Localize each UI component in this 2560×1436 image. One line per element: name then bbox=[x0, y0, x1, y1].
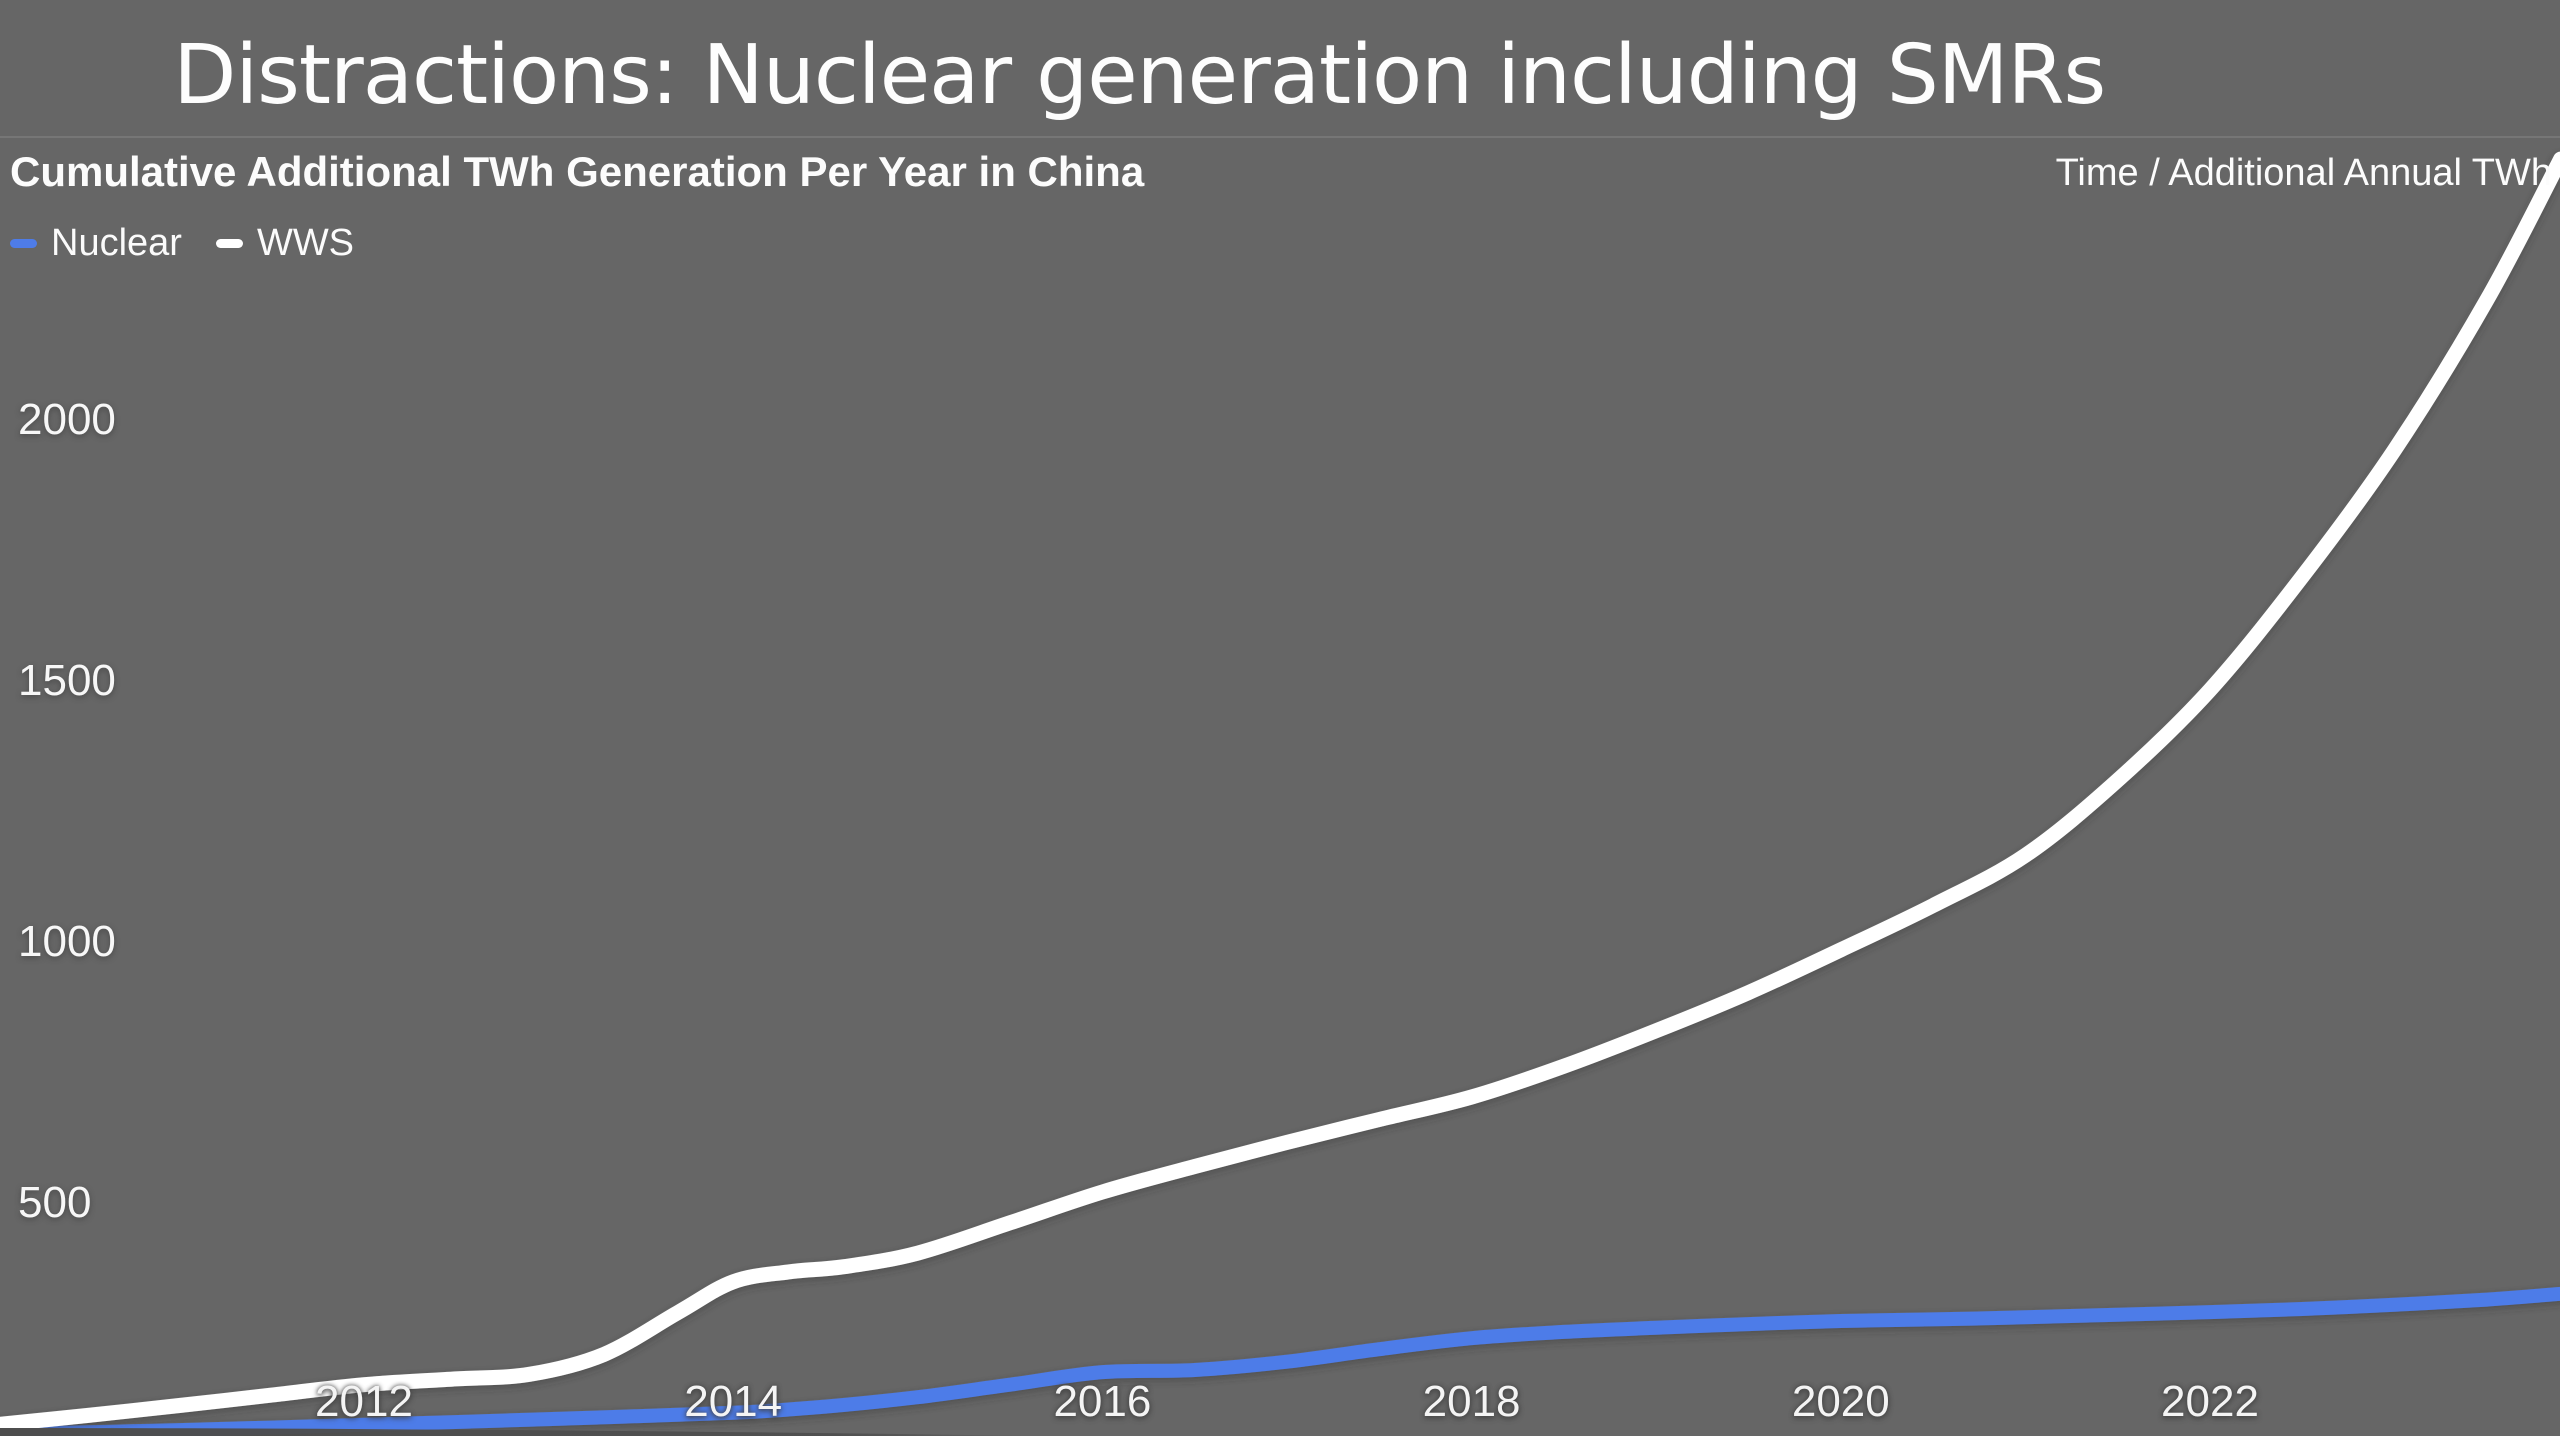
chart-title: Cumulative Additional TWh Generation Per… bbox=[10, 148, 1145, 195]
wws-series-line bbox=[0, 151, 2560, 1432]
bottom-dark-edge bbox=[0, 1428, 1040, 1436]
y-tick-label: 1000 bbox=[18, 917, 116, 966]
nuclear-series-line bbox=[0, 1286, 2560, 1436]
axis-note: Time / Additional Annual TWh bbox=[2055, 152, 2552, 194]
x-tick-label: 2012 bbox=[315, 1377, 413, 1426]
x-tick-label: 2022 bbox=[2161, 1377, 2259, 1426]
nuclear-swatch-icon bbox=[10, 239, 37, 248]
x-tick-label: 2018 bbox=[1422, 1377, 1521, 1426]
chart-legend: Nuclear WWS bbox=[10, 222, 354, 265]
y-tick-label: 2000 bbox=[18, 395, 116, 444]
y-tick-label: 500 bbox=[18, 1178, 92, 1227]
slide-title: Distractions: Nuclear generation includi… bbox=[173, 28, 2106, 123]
wws-swatch-icon bbox=[215, 239, 243, 248]
legend-label-nuclear: Nuclear bbox=[51, 222, 182, 264]
legend-item-wws[interactable]: WWS bbox=[215, 222, 355, 265]
title-divider bbox=[0, 136, 2560, 138]
x-tick-label: 2014 bbox=[684, 1377, 783, 1426]
legend-item-nuclear[interactable]: Nuclear bbox=[10, 222, 182, 265]
x-tick-label: 2020 bbox=[1791, 1377, 1890, 1426]
y-tick-label: 1500 bbox=[18, 656, 116, 705]
legend-label-wws: WWS bbox=[256, 222, 355, 264]
x-tick-label: 2016 bbox=[1053, 1377, 1152, 1426]
